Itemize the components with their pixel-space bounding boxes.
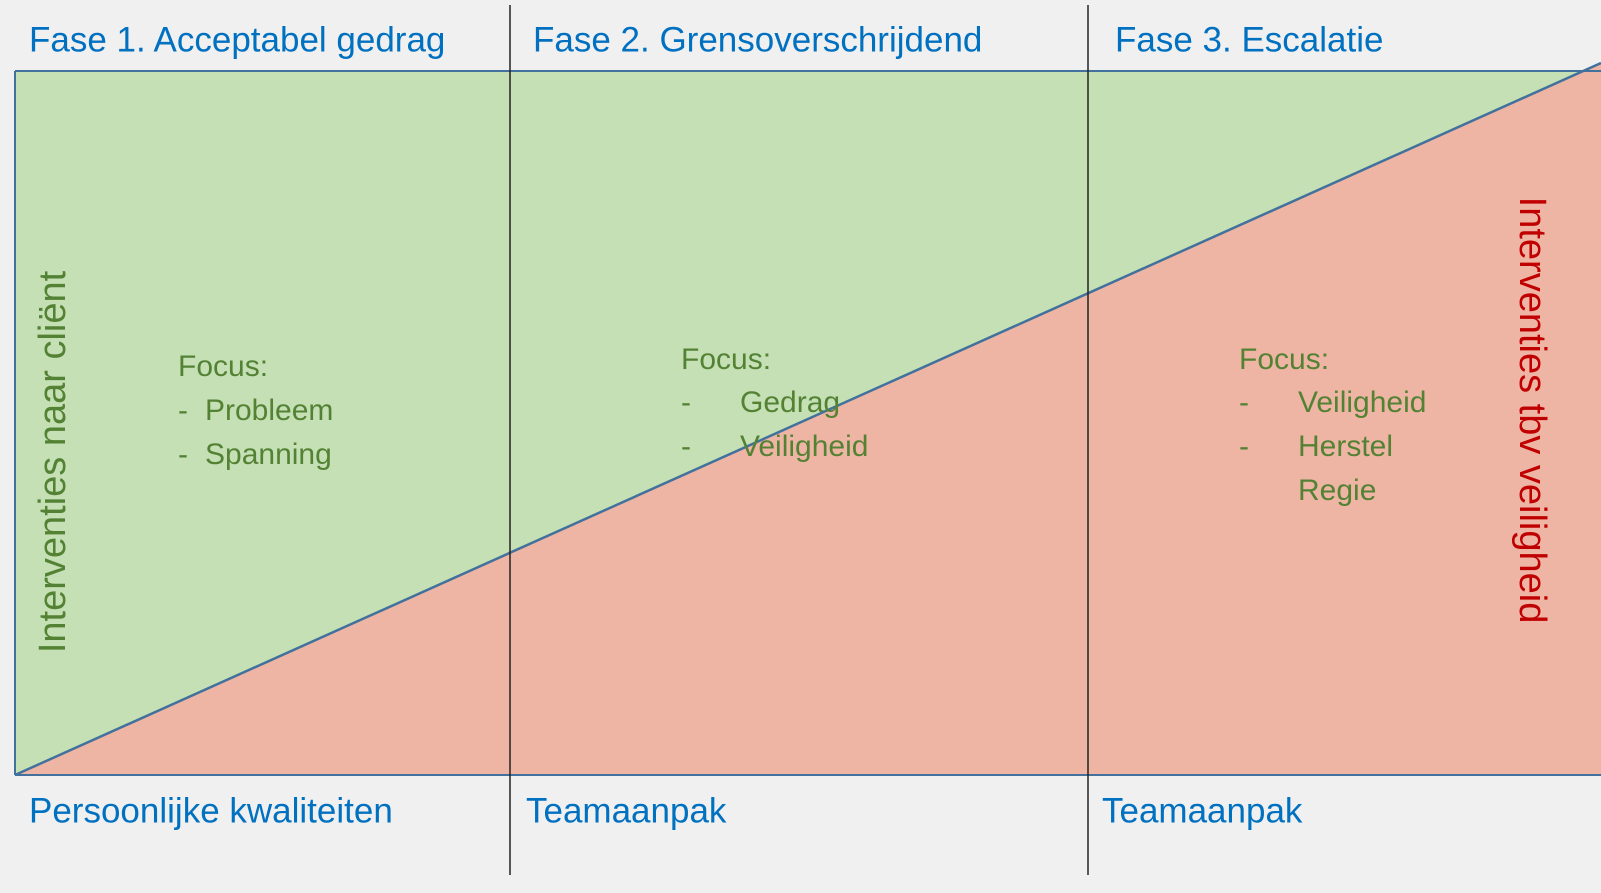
- focus-item: Veiligheid: [740, 430, 868, 463]
- bullet: -: [1239, 430, 1249, 463]
- green-area-top: [15, 71, 1568, 78]
- phase-title: Fase 2. Grensoverschrijdend: [533, 20, 982, 59]
- focus-item: Herstel: [1298, 430, 1393, 463]
- phase-title: Fase 3. Escalatie: [1115, 20, 1383, 59]
- diagonal: [14, 61, 1601, 777]
- approach-label: Persoonlijke kwaliteiten: [29, 791, 393, 830]
- focus-item: Probleem: [205, 394, 333, 427]
- focus-title: Focus:: [681, 343, 771, 376]
- focus-item: Regie: [1298, 474, 1376, 507]
- phase-title: Fase 1. Acceptabel gedrag: [29, 20, 445, 59]
- bullet: -: [1239, 386, 1249, 419]
- focus-item: Veiligheid: [1298, 386, 1426, 419]
- approach-label: Teamaanpak: [1102, 791, 1303, 830]
- bullet: -: [681, 386, 691, 419]
- side-label: Interventies tbv veiligheid: [1511, 197, 1553, 624]
- side-label: Interventies naar cliënt: [32, 270, 74, 653]
- approach-label: Teamaanpak: [526, 791, 727, 830]
- focus-title: Focus:: [178, 350, 268, 383]
- bullet: -: [178, 438, 188, 471]
- focus-item: Spanning: [205, 438, 332, 471]
- bullet: -: [178, 394, 188, 427]
- focus-item: Gedrag: [740, 386, 840, 419]
- focus-title: Focus:: [1239, 343, 1329, 376]
- bullet: -: [681, 430, 691, 463]
